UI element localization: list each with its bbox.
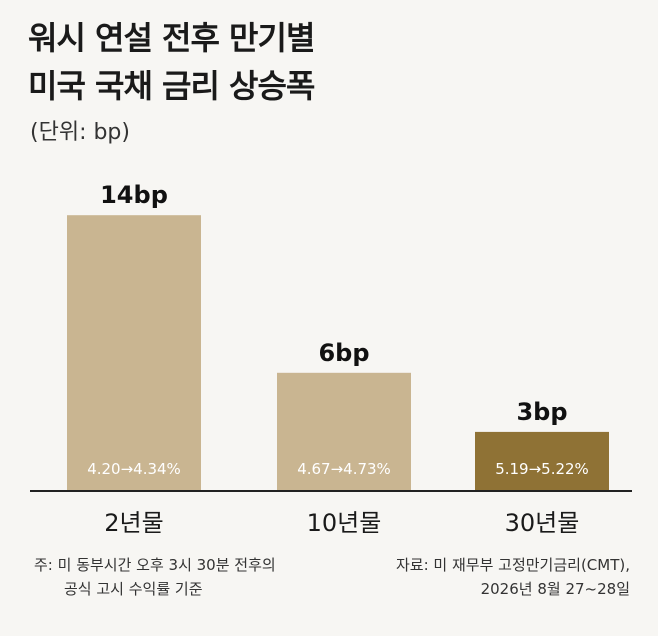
- bar-value-label: 14bp: [100, 181, 168, 209]
- source-line-1: 자료: 미 재무부 고정만기금리(CMT),: [395, 556, 630, 574]
- footnote-line-2: 공식 고시 수익률 기준: [64, 580, 203, 598]
- bar-value-label: 6bp: [318, 339, 369, 367]
- footnote-line-1: 주: 미 동부시간 오후 3시 30분 전후의: [34, 556, 276, 574]
- source-line-2: 2026년 8월 27~28일: [480, 580, 630, 598]
- bar: [475, 431, 609, 491]
- bar-value-label: 3bp: [516, 398, 567, 426]
- title-line-2: 미국 국채 금리 상승폭: [28, 67, 315, 105]
- chart-title: 워시 연설 전후 만기별 미국 국채 금리 상승폭: [28, 14, 315, 110]
- bar: [277, 372, 411, 491]
- bar-range-label: 4.20→4.34%: [87, 460, 181, 478]
- unit-label: (단위: bp): [30, 120, 130, 145]
- x-tick-label: 30년물: [505, 509, 580, 537]
- bar-range-label: 4.67→4.73%: [297, 460, 391, 478]
- footnote: 주: 미 동부시간 오후 3시 30분 전후의 공식 고시 수익률 기준: [34, 553, 276, 601]
- x-tick-label: 10년물: [307, 509, 382, 537]
- title-line-1: 워시 연설 전후 만기별: [28, 19, 315, 57]
- x-tick-label: 2년물: [104, 509, 163, 537]
- bar-range-label: 5.19→5.22%: [495, 460, 589, 478]
- bar: [67, 215, 201, 491]
- source-note: 자료: 미 재무부 고정만기금리(CMT), 2026년 8월 27~28일: [396, 553, 630, 601]
